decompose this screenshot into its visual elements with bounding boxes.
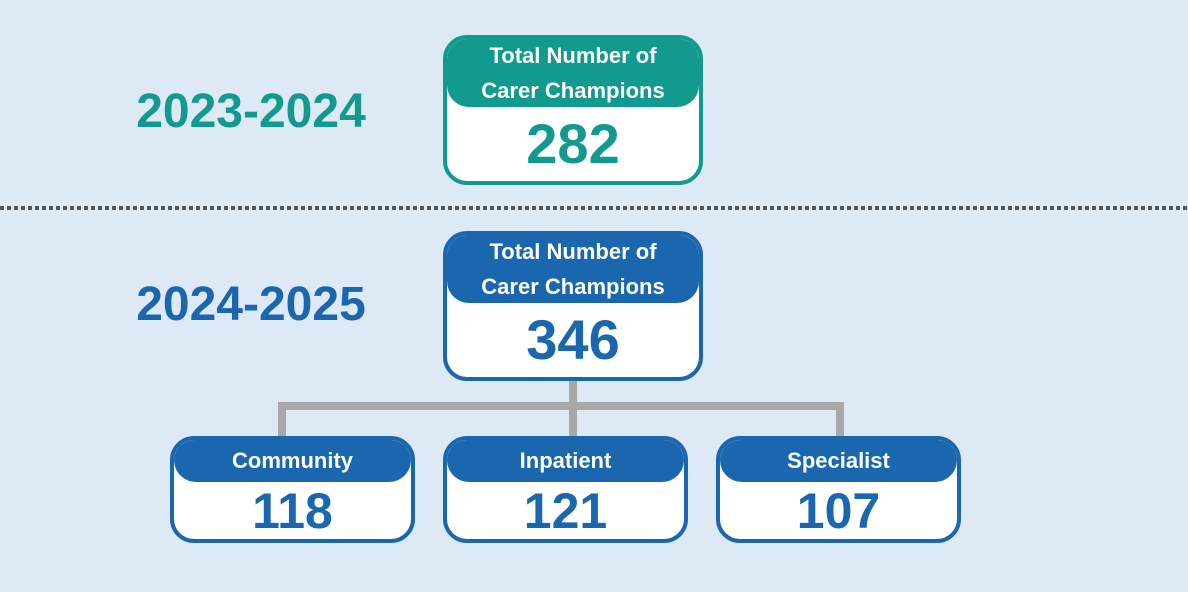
breakdown-box: Specialist 107: [716, 436, 961, 543]
box-header: Community: [174, 440, 411, 482]
breakdown-box: Inpatient 121: [443, 436, 688, 543]
connector: [278, 381, 844, 438]
box-header: Specialist: [720, 440, 957, 482]
box-value: 346: [526, 308, 620, 371]
box-header: Total Number of Carer Champions: [447, 39, 699, 107]
total-box: Total Number of Carer Champions 282: [443, 35, 703, 185]
box-header: Inpatient: [447, 440, 684, 482]
box-value: 107: [796, 483, 881, 539]
year-label: 2024-2025: [136, 278, 366, 331]
breakdown-box: Community 118: [170, 436, 415, 543]
year-label: 2023-2024: [136, 85, 366, 138]
total-box: Total Number of Carer Champions 346: [443, 231, 703, 381]
box-value: 282: [526, 112, 620, 175]
box-value: 121: [523, 483, 608, 539]
box-value: 118: [252, 483, 333, 539]
box-header: Total Number of Carer Champions: [447, 235, 699, 303]
